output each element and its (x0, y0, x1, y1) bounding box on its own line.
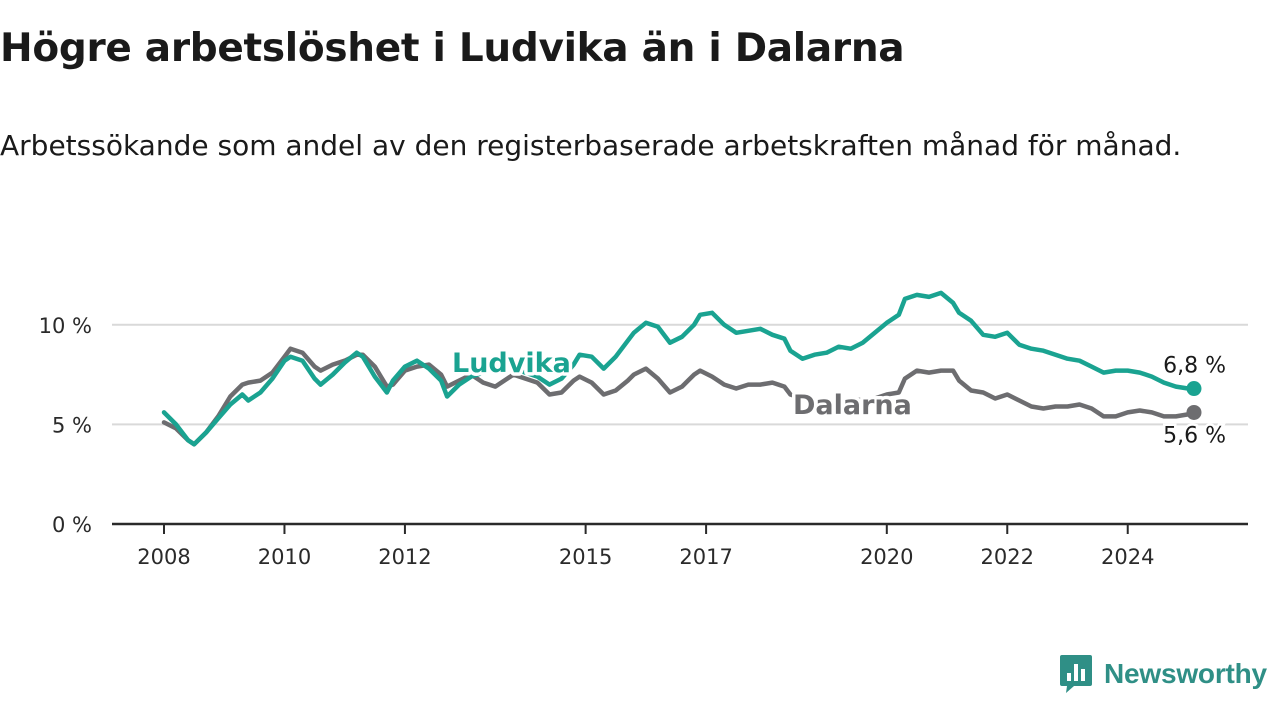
x-tick-label: 2008 (137, 545, 190, 569)
y-tick-label: 0 % (52, 513, 92, 537)
x-tick-label: 2017 (679, 545, 732, 569)
end-point-dalarna (1186, 404, 1202, 420)
x-tick-label: 2022 (981, 545, 1034, 569)
chart-subtitle: Arbetssökande som andel av den registerb… (0, 129, 1182, 162)
x-tick-label: 2012 (378, 545, 431, 569)
y-tick-label: 5 % (52, 413, 92, 437)
x-tick-label: 2015 (559, 545, 612, 569)
chart-title: Högre arbetslöshet i Ludvika än i Dalarn… (0, 26, 905, 71)
end-value-label-ludvika: 6,8 % (1163, 354, 1226, 379)
x-axis: 2008 2010 2012 2015 2017 2020 2022 2024 (112, 522, 1248, 569)
series-label-ludvika: Ludvika (452, 348, 571, 379)
series-label-dalarna: Dalarna (793, 390, 912, 421)
x-tick-label: 2010 (258, 545, 311, 569)
x-tick-label: 2020 (860, 545, 913, 569)
y-axis-ticks: 0 % 5 % 10 % (39, 314, 92, 537)
brand-logo: Newsworthy (1058, 654, 1267, 694)
gridlines (112, 323, 1248, 426)
x-tick-label: 2024 (1101, 545, 1154, 569)
series-labels: Dalarna 5,6 % Ludvika 6,8 % (449, 345, 1229, 451)
series-line-dalarna (161, 346, 1197, 447)
newsworthy-icon (1060, 655, 1092, 693)
end-value-label-dalarna: 5,6 % (1163, 423, 1226, 448)
end-point-ludvika (1186, 381, 1202, 397)
brand-name: Newsworthy (1104, 658, 1267, 689)
series-line-ludvika (161, 290, 1197, 447)
y-tick-label: 10 % (39, 314, 92, 338)
series-lines (161, 290, 1202, 447)
